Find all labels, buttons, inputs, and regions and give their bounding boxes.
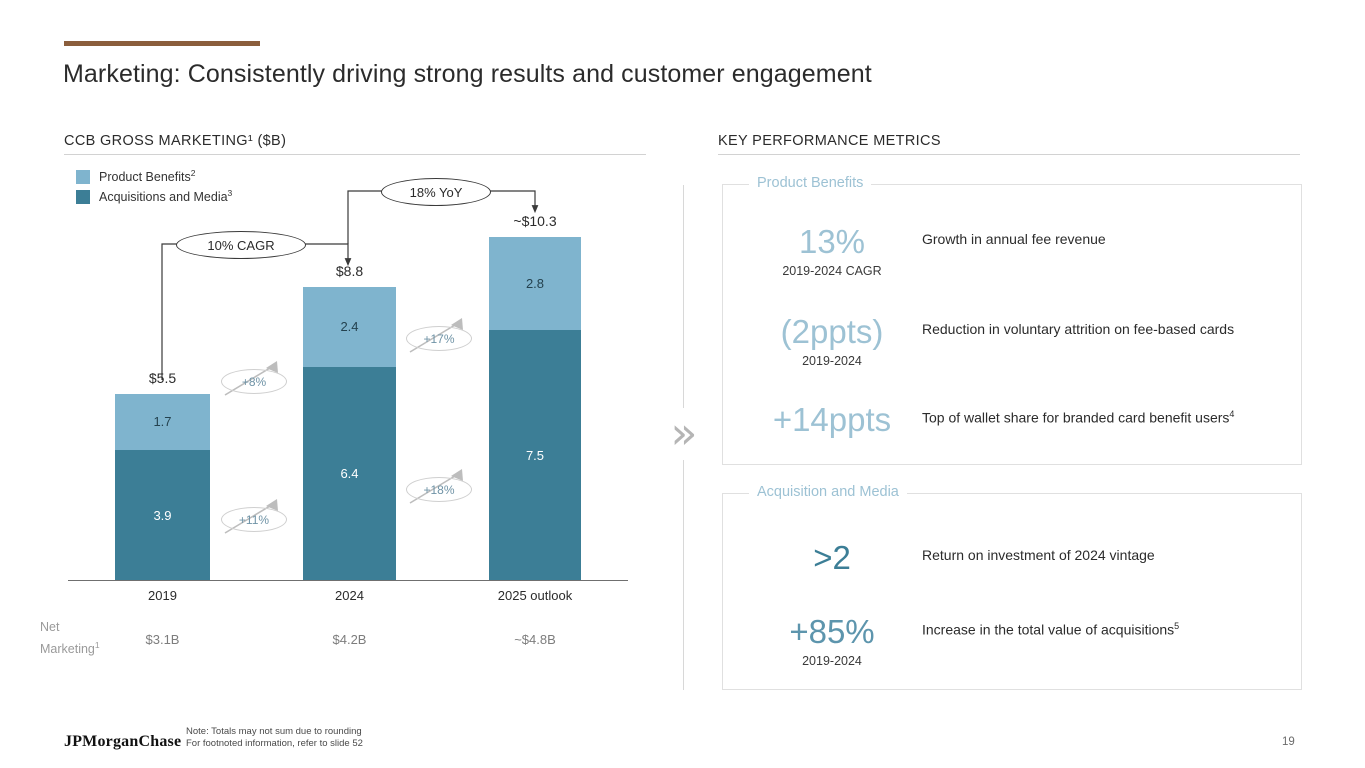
kpi-subtitle: 2019-2024 CAGR <box>782 264 882 278</box>
left-section-rule <box>64 154 646 155</box>
ccb-gross-marketing-chart: 10% CAGR 18% YoY $5.5 1.7 3.9 2019 $8.8 2.4 6.… <box>0 0 660 620</box>
callout-yoy: 18% YoY <box>381 178 491 206</box>
footer-note-line2: For footnoted information, refer to slid… <box>186 738 363 749</box>
growth-badge-label: +18% <box>406 477 472 502</box>
bar-group-2025-outlook: ~$10.3 2.8 7.5 2025 outlook <box>489 0 581 620</box>
legend-label-product-benefits: Product Benefits2 <box>99 168 196 185</box>
callout-connectors <box>161 190 539 380</box>
bar-segment-product-benefits: 2.8 <box>489 237 581 331</box>
net-marketing-value: $4.2B <box>332 632 367 647</box>
kpi-value: +85% <box>789 613 875 650</box>
kpi-description: Increase in the total value of acquisiti… <box>922 621 1180 638</box>
kpi-value: (2ppts) <box>780 313 884 350</box>
bar-group-2019: $5.5 1.7 3.9 2019 <box>115 0 210 620</box>
double-chevron-right-icon: » <box>666 408 702 460</box>
callout-cagr: 10% CAGR <box>176 231 306 259</box>
category-label: 2024 <box>335 588 364 603</box>
legend-swatch-acquisitions-and-media <box>76 189 90 204</box>
net-marketing-label: Net Marketing1 <box>40 618 100 658</box>
kpi-description: Growth in annual fee revenue <box>922 231 1106 247</box>
net-marketing-label-line2: Marketing <box>40 642 95 657</box>
jpmorganchase-logo: JPMorganChase <box>64 733 182 750</box>
right-section-rule <box>718 154 1300 155</box>
bar-total-label: $5.5 <box>148 369 177 386</box>
kpi-group-title-product-benefits: Product Benefits <box>749 175 872 191</box>
kpi-value: 13% <box>798 223 866 260</box>
net-marketing-value: ~$4.8B <box>514 632 556 647</box>
category-label: 2019 <box>148 588 177 603</box>
growth-badge: +8% <box>219 357 295 399</box>
bar-segment-acquisitions-and-media: 7.5 <box>489 330 581 580</box>
right-section-header: KEY PERFORMANCE METRICS <box>718 133 941 149</box>
bar-segment-acquisitions-and-media: 6.4 <box>303 366 396 580</box>
legend-item-acquisitions-and-media: Acquisitions and Media3 <box>76 188 232 205</box>
kpi-metric-row: >2 Return on investment of 2024 vintage <box>734 538 1294 600</box>
footer-note-line1: Note: Totals may not sum due to rounding <box>186 726 362 737</box>
kpi-metric-row: +85% 2019-2024 Increase in the total value… <box>734 612 1294 674</box>
legend-swatch-product-benefits <box>76 169 90 184</box>
page-title: Marketing: Consistently driving strong r… <box>63 60 872 88</box>
bar-total-label: $8.8 <box>335 262 364 279</box>
kpi-metric-row: +14ppts Top of wallet share for branded c… <box>734 400 1294 462</box>
kpi-description: Top of wallet share for branded card ben… <box>922 409 1235 426</box>
kpi-group-acquisition-and-media: Acquisition and Media <box>722 484 1302 690</box>
kpi-group-title-acquisition-and-media: Acquisition and Media <box>749 484 907 500</box>
kpi-description: Reduction in voluntary attrition on fee-… <box>922 321 1235 337</box>
net-marketing-value: $3.1B <box>145 632 180 647</box>
legend-item-product-benefits: Product Benefits2 <box>76 168 232 185</box>
title-accent-bar <box>64 41 260 46</box>
left-section-header: CCB GROSS MARKETING¹ ($B) <box>64 133 287 149</box>
kpi-value: +14ppts <box>772 401 892 438</box>
category-label: 2025 outlook <box>497 588 573 603</box>
growth-badge-label: +8% <box>221 369 287 394</box>
bar-total-label: ~$10.3 <box>513 213 557 229</box>
bar-group-2024: $8.8 2.4 6.4 2024 <box>303 0 396 620</box>
net-marketing-label-line1: Net <box>40 620 60 634</box>
kpi-description: Return on investment of 2024 vintage <box>922 547 1155 563</box>
chart-axis-line <box>68 580 628 582</box>
kpi-metric-row: 13% 2019-2024 CAGR Growth in annual fee re… <box>734 222 1294 284</box>
chart-legend: Product Benefits2 Acquisitions and Media… <box>76 168 232 208</box>
bar-segment-product-benefits: 2.4 <box>303 286 396 367</box>
growth-badge-label: +17% <box>406 326 472 351</box>
page-number: 19 <box>1282 736 1295 748</box>
kpi-subtitle: 2019-2024 <box>802 354 862 368</box>
net-marketing-footnote-marker: 1 <box>94 640 100 650</box>
bar-segment-product-benefits: 1.7 <box>115 393 210 451</box>
bar-segment-acquisitions-and-media: 3.9 <box>115 450 210 580</box>
legend-label-acquisitions-and-media: Acquisitions and Media3 <box>99 188 233 205</box>
growth-badge: +17% <box>404 314 480 356</box>
kpi-group-product-benefits: Product Benefits <box>722 175 1302 465</box>
growth-badge-label: +11% <box>221 507 287 532</box>
growth-badge: +18% <box>404 465 480 507</box>
growth-badge: +11% <box>219 495 295 537</box>
kpi-metric-row: (2ppts) 2019-2024 Reduction in voluntary a… <box>734 312 1294 374</box>
kpi-value: >2 <box>813 539 851 576</box>
kpi-subtitle: 2019-2024 <box>802 654 862 668</box>
